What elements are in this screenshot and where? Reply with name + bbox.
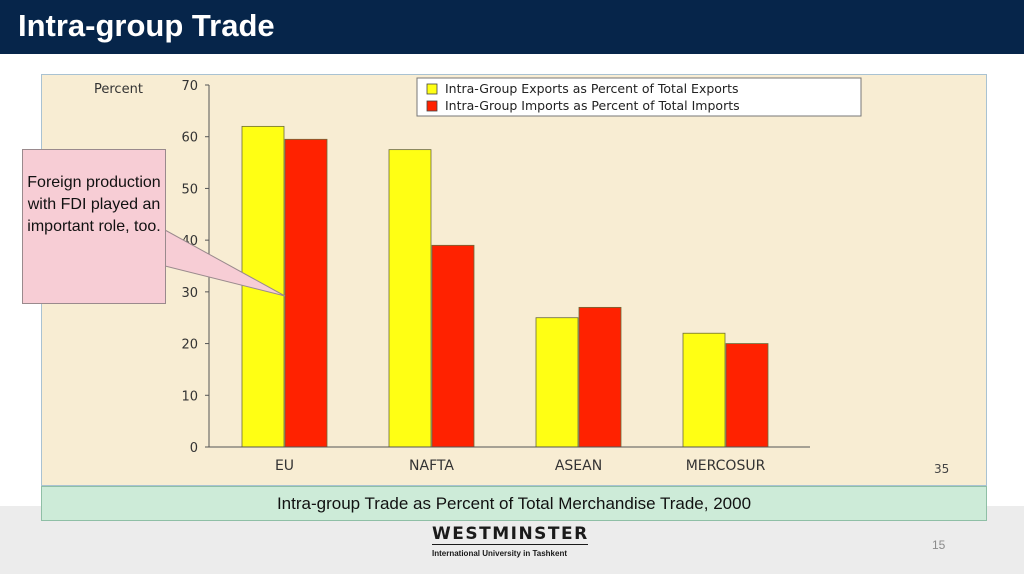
slide-reference-number: 35 (934, 462, 949, 476)
y-tick-label: 20 (181, 338, 198, 353)
x-category-label: EU (275, 458, 294, 474)
y-tick-label: 70 (181, 79, 198, 94)
legend-swatch-exports (426, 83, 438, 95)
y-tick-label: 0 (190, 441, 198, 456)
y-tick-label: 50 (181, 182, 198, 197)
y-tick-label: 10 (181, 389, 198, 404)
legend-box (416, 77, 862, 117)
legend-swatch-imports (426, 100, 438, 112)
bar-asean-exports (535, 317, 579, 448)
university-logo-subtitle: International University in Tashkent (432, 549, 567, 558)
x-category-label: ASEAN (555, 458, 602, 474)
logo-divider (432, 544, 588, 545)
chart-caption: Intra-group Trade as Percent of Total Me… (41, 486, 987, 521)
bar-nafta-exports (388, 149, 432, 448)
bar-eu-imports (284, 138, 328, 448)
legend-label-exports: Intra-Group Exports as Percent of Total … (445, 81, 738, 96)
x-category-label: NAFTA (409, 458, 454, 474)
y-tick-label: 60 (181, 131, 198, 146)
legend-label-imports: Intra-Group Imports as Percent of Total … (445, 98, 740, 113)
y-tick-label: 30 (181, 286, 198, 301)
bar-mercosur-exports (682, 332, 726, 448)
callout-note: Foreign production with FDI played an im… (22, 149, 166, 304)
bar-asean-imports (578, 306, 622, 448)
slide-title: Intra-group Trade (18, 8, 275, 43)
x-category-label: MERCOSUR (686, 458, 766, 474)
y-axis-label: Percent (94, 82, 143, 97)
page-number: 15 (932, 538, 946, 552)
legend: Intra-Group Exports as Percent of Total … (416, 77, 862, 117)
chart-panel: Percent 0 10 20 30 40 50 60 70 EU NAFTA ASEAN MERC… (41, 74, 987, 486)
university-logo-name: WESTMINSTER (432, 524, 589, 544)
bar-nafta-imports (431, 244, 475, 448)
bar-mercosur-imports (725, 343, 769, 448)
title-bar: Intra-group Trade (0, 0, 1024, 54)
